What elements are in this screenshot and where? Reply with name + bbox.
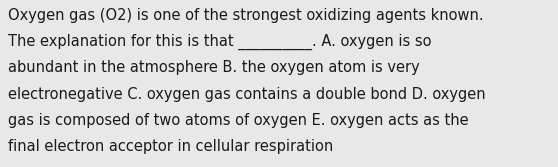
Text: The explanation for this is that __________. A. oxygen is so: The explanation for this is that _______… [8,34,431,50]
Text: electronegative C. oxygen gas contains a double bond D. oxygen: electronegative C. oxygen gas contains a… [8,87,485,102]
Text: abundant in the atmosphere B. the oxygen atom is very: abundant in the atmosphere B. the oxygen… [8,60,420,75]
Text: Oxygen gas (O2) is one of the strongest oxidizing agents known.: Oxygen gas (O2) is one of the strongest … [8,8,483,23]
Text: gas is composed of two atoms of oxygen E. oxygen acts as the: gas is composed of two atoms of oxygen E… [8,113,468,128]
Text: final electron acceptor in cellular respiration: final electron acceptor in cellular resp… [8,139,333,154]
